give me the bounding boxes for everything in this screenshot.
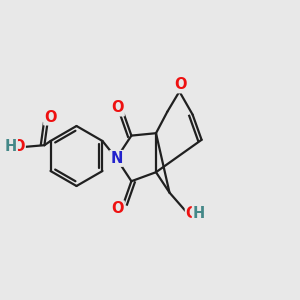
Text: O: O bbox=[175, 77, 187, 92]
Text: N: N bbox=[110, 151, 123, 166]
Text: O: O bbox=[12, 139, 25, 154]
Text: O: O bbox=[111, 201, 124, 216]
Text: H: H bbox=[5, 139, 17, 154]
Text: O: O bbox=[44, 110, 57, 124]
Text: O: O bbox=[111, 100, 124, 116]
Text: O: O bbox=[186, 206, 198, 221]
Text: H: H bbox=[193, 206, 205, 221]
